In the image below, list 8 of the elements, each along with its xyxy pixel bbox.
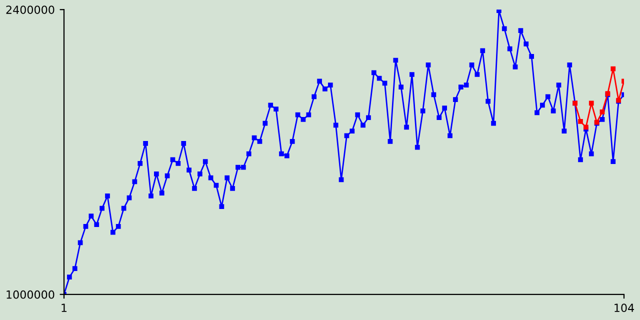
x-tick-label: 104 xyxy=(614,304,634,312)
y-tick-label: 2400000 xyxy=(6,6,54,14)
point xyxy=(578,119,583,124)
x-tick-label: 1 xyxy=(62,304,67,312)
point xyxy=(600,109,605,114)
point xyxy=(588,100,594,106)
point xyxy=(610,66,616,72)
y-tick-label: 1000000 xyxy=(6,290,54,299)
